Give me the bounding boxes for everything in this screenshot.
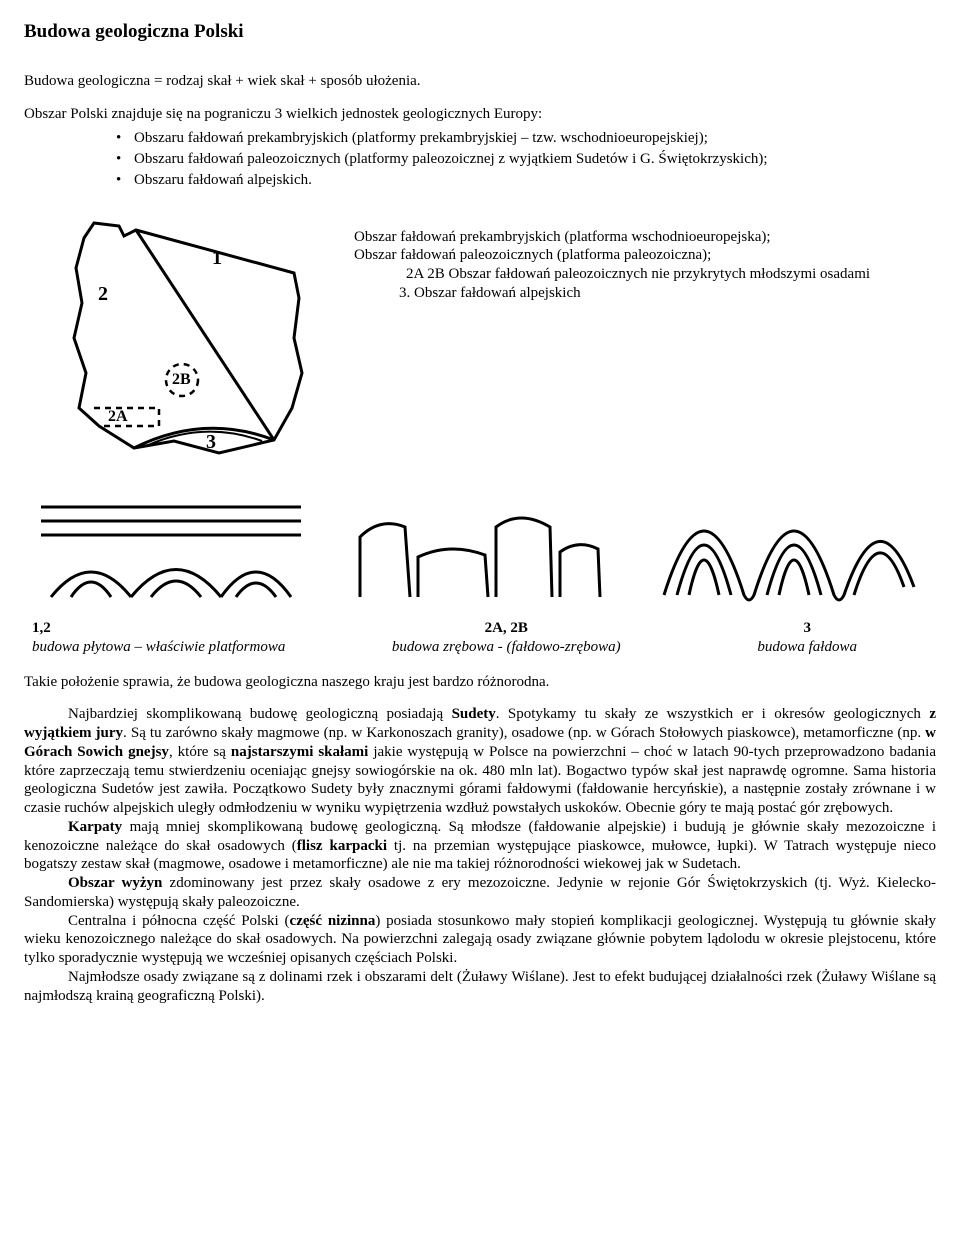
para-sudety: Najbardziej skomplikowaną budowę geologi…: [24, 705, 936, 818]
legend-line-2: Obszar fałdowań paleozoicznych (platform…: [354, 246, 936, 265]
caption-3-desc: budowa fałdowa: [757, 639, 857, 655]
structure-platform: [24, 487, 319, 613]
caption-3-num: 3: [803, 620, 811, 636]
poland-map-diagram: 1 2 2B 2A 3: [24, 208, 344, 474]
caption-2-num: 2A, 2B: [485, 620, 528, 636]
map-label-2a: 2A: [108, 408, 128, 425]
page-title: Budowa geologiczna Polski: [24, 20, 936, 44]
para-karpaty: Karpaty mają mniej skomplikowaną budowę …: [24, 818, 936, 874]
lead-paragraph: Obszar Polski znajduje się na pograniczu…: [24, 105, 936, 124]
bullet-item: Obszaru fałdowań prekambryjskich (platfo…: [24, 129, 936, 148]
map-and-legend: 1 2 2B 2A 3 Obszar fałdowań prekambryjsk…: [24, 208, 936, 474]
bullet-item: Obszaru fałdowań paleozoicznych (platfor…: [24, 150, 936, 169]
structure-fold: [641, 487, 936, 613]
summary-line: Takie położenie sprawia, że budowa geolo…: [24, 673, 936, 692]
map-label-2: 2: [98, 283, 108, 305]
para-wyzyny: Obszar wyżyn zdominowany jest przez skał…: [24, 874, 936, 912]
para-najmlodsze: Najmłodsze osady związane są z dolinami …: [24, 968, 936, 1006]
caption-1-num: 1,2: [32, 620, 51, 636]
map-label-2b: 2B: [172, 371, 191, 388]
bullet-item: Obszaru fałdowań alpejskich.: [24, 171, 936, 190]
caption-2-desc: budowa zrębowa - (fałdowo-zrębowa): [392, 639, 621, 655]
legend-line-1: Obszar fałdowań prekambryjskich (platfor…: [354, 228, 936, 247]
bullet-list: Obszaru fałdowań prekambryjskich (platfo…: [24, 129, 936, 189]
map-label-1: 1: [212, 247, 222, 269]
structure-captions: 1,2 budowa płytowa – właściwie platformo…: [24, 619, 936, 657]
map-legend: Obszar fałdowań prekambryjskich (platfor…: [344, 208, 936, 303]
para-nizinna: Centralna i północna część Polski (część…: [24, 912, 936, 968]
caption-1-desc: budowa płytowa – właściwie platformowa: [32, 639, 285, 655]
structure-block: [333, 487, 628, 613]
legend-line-3: Obszar fałdowań alpejskich: [414, 284, 936, 303]
structure-diagrams: [24, 487, 936, 613]
map-label-3: 3: [206, 431, 216, 453]
intro-paragraph: Budowa geologiczna = rodzaj skał + wiek …: [24, 72, 936, 91]
legend-sub: 2A 2B Obszar fałdowań paleozoicznych nie…: [354, 265, 936, 284]
